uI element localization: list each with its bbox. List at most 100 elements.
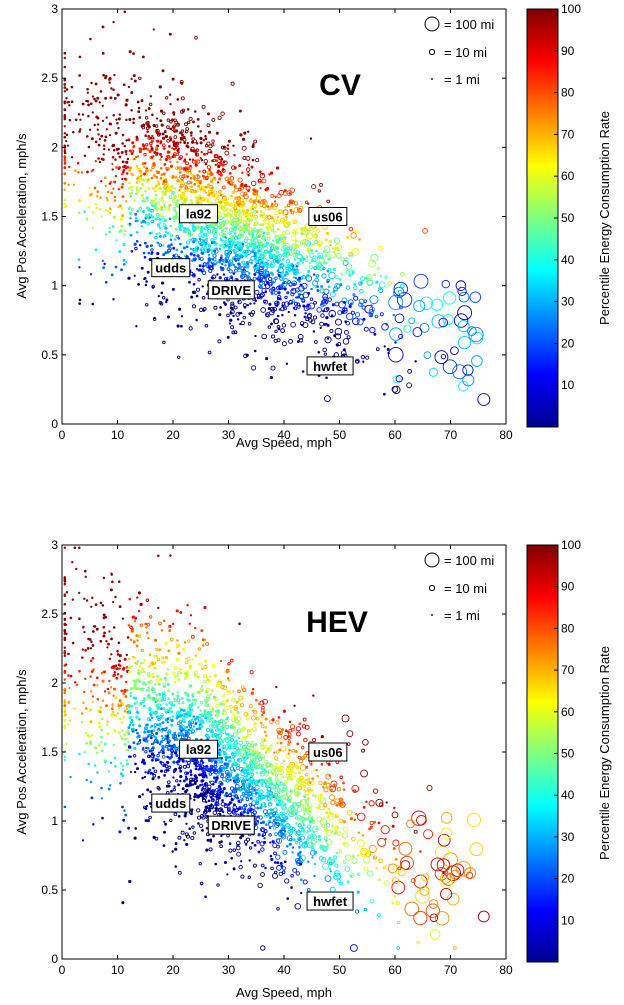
scatter-point bbox=[271, 812, 274, 815]
scatter-point bbox=[233, 706, 238, 712]
scatter-point bbox=[279, 284, 283, 287]
scatter-point bbox=[292, 276, 296, 279]
scatter-point bbox=[135, 701, 139, 704]
scatter-point bbox=[263, 840, 266, 844]
scatter-point bbox=[133, 79, 137, 83]
scatter-point bbox=[91, 596, 94, 600]
scatter-point bbox=[253, 216, 257, 220]
scatter-point bbox=[171, 77, 175, 81]
scatter-point bbox=[228, 776, 231, 779]
scatter-point bbox=[142, 704, 146, 708]
scatter-point bbox=[333, 783, 336, 786]
scatter-point bbox=[312, 834, 317, 839]
scatter-point bbox=[192, 282, 196, 286]
scatter-point bbox=[269, 719, 274, 725]
scatter-point bbox=[291, 851, 294, 854]
scatter-point bbox=[159, 760, 163, 764]
scatter-point bbox=[274, 832, 278, 836]
scatter-point bbox=[292, 282, 296, 286]
scatter-point bbox=[450, 346, 459, 356]
scatter-point bbox=[264, 717, 268, 721]
scatter-point bbox=[152, 137, 155, 140]
scatter-point bbox=[351, 270, 355, 275]
scatter-point bbox=[144, 683, 148, 686]
scatter-point bbox=[142, 696, 146, 700]
scatter-point bbox=[383, 392, 386, 396]
scatter-point bbox=[394, 313, 405, 324]
scatter-point bbox=[248, 312, 252, 316]
scatter-point bbox=[207, 183, 210, 187]
scatter-point bbox=[214, 242, 218, 245]
scatter-point bbox=[169, 818, 173, 823]
scatter-point bbox=[253, 223, 256, 227]
cycle-label-la92: la92 bbox=[179, 204, 219, 224]
scatter-point bbox=[122, 258, 126, 262]
scatter-point bbox=[145, 244, 149, 249]
scatter-point bbox=[257, 275, 261, 279]
scatter-point bbox=[284, 295, 288, 300]
scatter-point bbox=[310, 287, 313, 291]
scatter-point bbox=[260, 767, 263, 770]
scatter-point bbox=[313, 300, 317, 305]
scatter-point bbox=[298, 841, 304, 846]
scatter-point bbox=[194, 163, 198, 167]
scatter-point bbox=[218, 748, 221, 752]
scatter-point bbox=[242, 194, 246, 197]
scatter-point bbox=[118, 717, 122, 720]
scatter-point bbox=[230, 738, 234, 742]
scatter-point bbox=[123, 733, 127, 737]
scatter-point bbox=[168, 32, 172, 36]
scatter-point bbox=[165, 155, 169, 158]
scatter-point bbox=[304, 200, 309, 204]
scatter-point bbox=[225, 766, 228, 770]
scatter-point bbox=[375, 280, 379, 284]
scatter-point bbox=[121, 160, 125, 164]
cycle-label-box bbox=[179, 204, 219, 224]
scatter-point bbox=[220, 834, 223, 838]
scatter-point bbox=[303, 753, 308, 758]
scatter-point bbox=[234, 184, 237, 187]
scatter-point bbox=[68, 719, 72, 722]
scatter-point bbox=[83, 154, 87, 157]
scatter-point bbox=[404, 901, 420, 917]
scatter-point bbox=[156, 201, 161, 205]
scatter-point bbox=[351, 248, 360, 256]
scatter-point bbox=[217, 225, 220, 229]
scatter-point bbox=[353, 295, 359, 301]
scatter-point bbox=[202, 785, 207, 790]
scatter-point bbox=[97, 157, 100, 160]
scatter-point bbox=[462, 364, 474, 376]
scatter-point bbox=[198, 233, 203, 238]
scatter-point bbox=[143, 730, 146, 734]
scatter-point bbox=[183, 720, 186, 724]
scatter-point bbox=[127, 85, 131, 89]
scatter-point bbox=[146, 221, 150, 226]
scatter-point bbox=[235, 778, 239, 782]
scatter-point bbox=[219, 200, 223, 204]
scatter-point bbox=[429, 913, 439, 923]
scatter-point bbox=[348, 273, 352, 277]
scatter-point bbox=[218, 214, 221, 217]
scatter-point bbox=[244, 255, 248, 258]
scatter-point bbox=[398, 841, 413, 856]
scatter-point bbox=[254, 192, 259, 196]
scatter-point bbox=[63, 172, 66, 175]
scatter-point bbox=[157, 554, 160, 558]
scatter-point bbox=[110, 707, 114, 711]
scatter-point bbox=[316, 307, 322, 313]
scatter-point bbox=[169, 233, 174, 237]
scatter-point bbox=[103, 262, 106, 266]
scatter-point bbox=[167, 150, 171, 154]
scatter-point bbox=[161, 751, 165, 755]
scatter-point bbox=[257, 833, 261, 837]
scatter-point bbox=[282, 824, 285, 828]
scatter-point bbox=[166, 250, 170, 254]
scatter-point bbox=[137, 110, 141, 114]
scatter-point bbox=[346, 312, 354, 321]
scatter-point bbox=[212, 810, 218, 815]
scatter-point bbox=[291, 748, 296, 753]
scatter-point bbox=[187, 230, 192, 234]
legend-circle-1 bbox=[431, 78, 433, 80]
scatter-point bbox=[259, 770, 266, 777]
scatter-point bbox=[352, 293, 356, 297]
